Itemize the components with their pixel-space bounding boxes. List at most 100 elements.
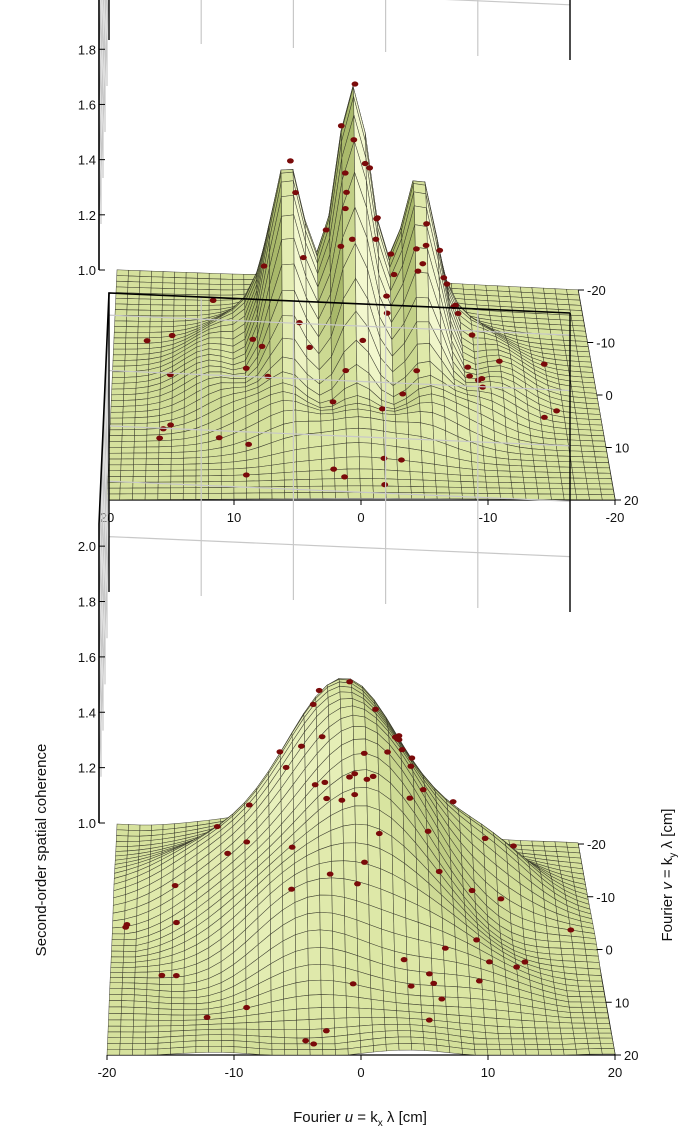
surface-cell [575, 1048, 590, 1055]
data-point [424, 828, 432, 834]
surface-cell [112, 354, 126, 361]
surface-cell [536, 488, 552, 495]
data-point [399, 391, 407, 397]
surface-cell [601, 1048, 616, 1055]
surface-cell [271, 492, 286, 499]
surface-cell [583, 461, 598, 468]
surface-cell [246, 1021, 260, 1030]
data-point [292, 189, 299, 196]
data-point [419, 787, 427, 793]
surface-cell [396, 1017, 411, 1025]
surface-cell [195, 1008, 209, 1016]
surface-cell [588, 494, 603, 501]
surface-cell [587, 488, 602, 495]
surface-cell [346, 442, 360, 458]
surface-cell [597, 472, 612, 479]
surface-cell [590, 429, 605, 437]
surface-cell [584, 1022, 599, 1029]
surface-cell [421, 462, 436, 474]
surface-cell [385, 1036, 399, 1045]
surface-cell [523, 482, 538, 489]
surface-cell [271, 1010, 285, 1022]
surface-cell [567, 294, 581, 301]
surface-cell [398, 1043, 413, 1051]
surface-cell [352, 714, 366, 728]
surface-cell [333, 994, 347, 1008]
data-point [258, 343, 266, 349]
surface-cell [512, 1049, 527, 1056]
surface-cell [139, 824, 152, 832]
surface-cell [599, 483, 614, 490]
surface-cell [415, 271, 429, 299]
surface-cell [555, 293, 569, 300]
surface-cell [525, 1049, 540, 1056]
data-point [449, 799, 457, 805]
surface-cell [577, 356, 592, 363]
surface-cell [259, 1048, 273, 1056]
surface-cell [546, 466, 561, 473]
surface-cell [137, 320, 151, 328]
surface-cell [588, 418, 603, 426]
data-point [553, 408, 561, 414]
surface-cell [472, 337, 486, 346]
surface-cell [457, 986, 471, 999]
surface-cell [123, 376, 137, 384]
surface-cell [520, 459, 535, 467]
surface-cell [574, 488, 590, 495]
surface-cell [139, 830, 152, 837]
surface-cell [127, 835, 140, 842]
surface-cell [170, 487, 184, 494]
surface-cell [271, 486, 285, 494]
surface-cell [358, 1007, 373, 1018]
surface-cell [547, 471, 562, 479]
surface-cell [220, 273, 233, 280]
surface-cell [346, 1017, 360, 1028]
surface-cell [133, 994, 148, 1003]
surface-cell [146, 977, 160, 985]
surface-cell [120, 458, 135, 466]
y-tick-label: 20 [624, 1048, 638, 1063]
y-tick-label: -20 [587, 283, 606, 298]
surface-cell [110, 950, 124, 958]
surface-cell [122, 411, 136, 419]
data-point [378, 406, 386, 412]
surface-cell [258, 1042, 273, 1050]
surface-cell [120, 1025, 134, 1033]
surface-cell [371, 1017, 386, 1026]
data-point [310, 1041, 318, 1047]
surface-cell [157, 475, 172, 483]
surface-cell [508, 286, 522, 293]
surface-cell [535, 477, 550, 484]
surface-cell [296, 479, 311, 487]
surface-cell [283, 996, 297, 1011]
surface-cell [584, 467, 599, 474]
surface-cell [119, 1048, 133, 1056]
surface-cell [548, 477, 563, 484]
surface-cell [544, 449, 559, 457]
surface-cell [183, 475, 197, 483]
surface-cell [158, 1008, 172, 1016]
data-point [485, 959, 493, 965]
data-point [481, 835, 489, 841]
panel-bottom-surface-plot: -20 -10 0 10 20 -20 -10 0 10 20 1.0 1.2 1.4 1.6 1.8 2.0 [78, 292, 638, 1080]
surface-cell [581, 1007, 596, 1013]
surface-cell [511, 1043, 526, 1050]
surface-cell [320, 430, 335, 447]
data-point [372, 706, 379, 712]
surface-cell [150, 304, 163, 311]
surface-cell [434, 472, 449, 482]
surface-cell [395, 992, 409, 1005]
surface-cell [600, 488, 615, 495]
surface-cell [208, 455, 222, 464]
surface-cell [158, 1002, 172, 1010]
surface-cell [547, 1027, 562, 1034]
surface-cell [220, 284, 233, 291]
surface-cell [183, 469, 197, 477]
x-tick-label: 20 [608, 1065, 622, 1080]
data-point [297, 743, 305, 749]
surface-cell [197, 305, 210, 311]
surface-cell [161, 320, 174, 328]
surface-cell [331, 894, 345, 917]
surface-cell [473, 1037, 488, 1045]
wall-gridline [98, 0, 105, 105]
